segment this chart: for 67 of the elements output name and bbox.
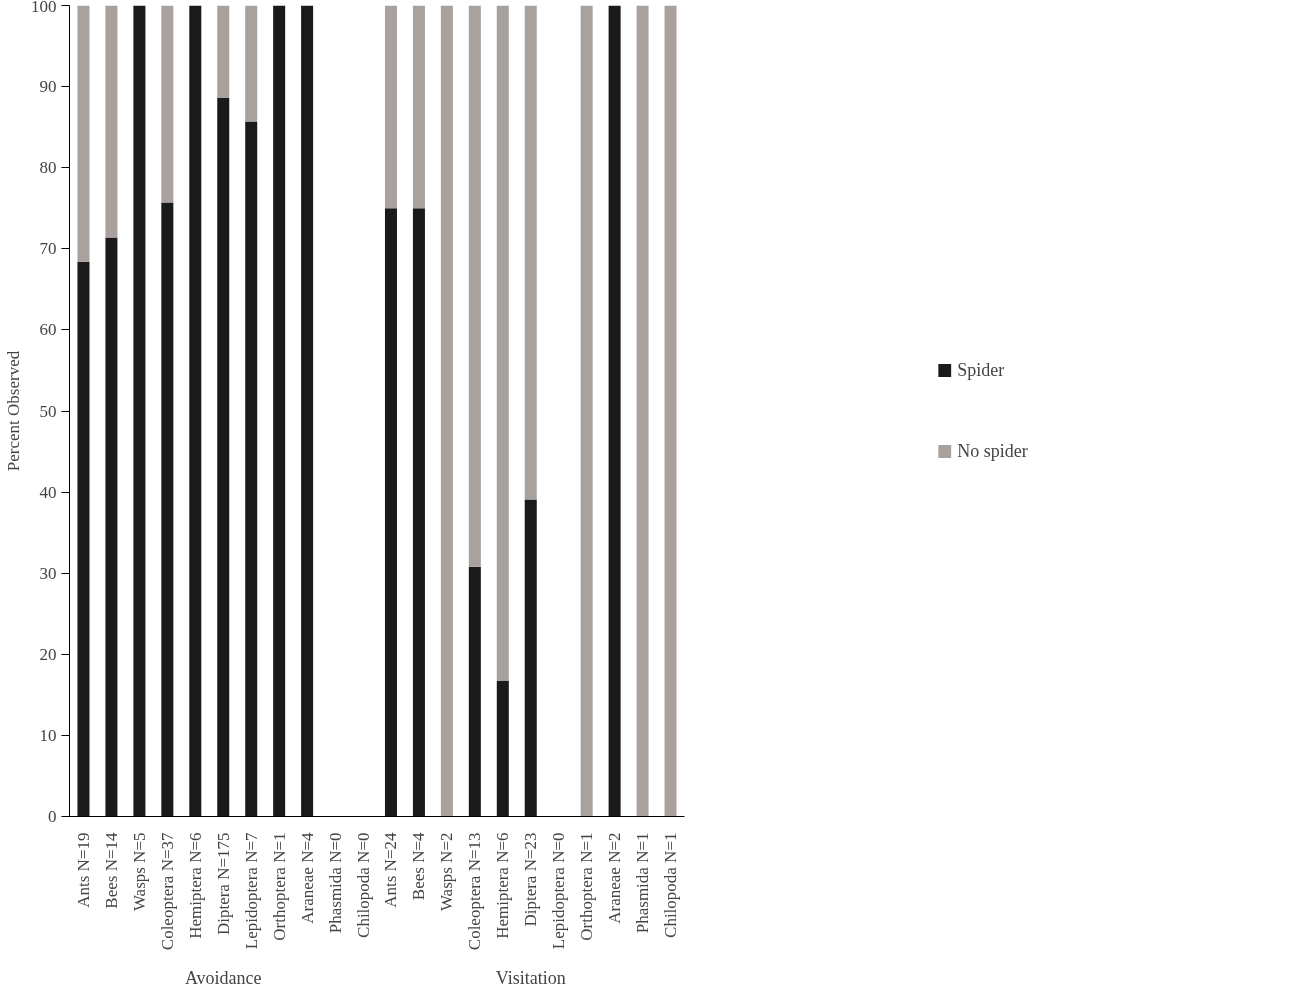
legend-label: No spider <box>957 440 1028 462</box>
y-tick-label: 10 <box>39 725 57 745</box>
y-tick-label: 0 <box>48 807 57 826</box>
bar <box>524 499 537 817</box>
x-tick-label: Chilopoda N=1 <box>661 832 681 938</box>
x-tick-label: Diptera N=175 <box>213 832 233 936</box>
bar <box>245 121 258 817</box>
bar <box>524 5 537 500</box>
y-tick-label: 80 <box>39 158 57 178</box>
y-tick-label: 90 <box>39 77 57 97</box>
bar <box>580 5 593 817</box>
bar <box>245 5 258 122</box>
x-tick-label: Coleoptera N=37 <box>157 832 177 951</box>
bar <box>217 97 230 817</box>
bar <box>133 5 146 817</box>
x-tick-label: Wasps N=2 <box>437 832 457 912</box>
x-tick-label: Bees N=4 <box>409 832 429 901</box>
y-axis-title: Percent Observed <box>4 350 23 472</box>
bar <box>105 237 118 817</box>
x-tick-label: Diptera N=23 <box>521 832 541 927</box>
bar <box>468 566 481 817</box>
x-tick-label: Phasmida N=0 <box>325 832 345 934</box>
x-tick-label: Bees N=14 <box>101 832 121 909</box>
y-tick-label: 20 <box>39 644 57 664</box>
text: Visitation <box>495 967 566 988</box>
bar <box>161 5 174 203</box>
bar <box>636 5 649 817</box>
x-tick-label: Ants N=19 <box>73 832 93 908</box>
y-tick-label: 60 <box>39 320 57 340</box>
bar <box>77 5 90 262</box>
x-tick-label: Orthoptera N=1 <box>269 832 289 941</box>
legend-label: Spider <box>957 359 1005 381</box>
x-tick-label: Lepidoptera N=7 <box>241 832 261 950</box>
bar <box>440 5 453 817</box>
y-tick-label: 40 <box>39 482 57 502</box>
y-tick-label: 50 <box>39 401 57 421</box>
bar <box>189 5 202 817</box>
bar <box>217 5 230 98</box>
x-tick-label: Hemiptera N=6 <box>493 832 513 939</box>
bar <box>664 5 677 817</box>
x-tick-label: Araneae N=4 <box>297 832 317 924</box>
bar <box>384 208 397 817</box>
bar <box>412 208 425 817</box>
bar <box>496 681 509 817</box>
x-tick-label: Phasmida N=1 <box>633 832 653 934</box>
x-tick-label: Lepidoptera N=0 <box>549 832 569 950</box>
y-tick-label: 70 <box>39 239 57 259</box>
bar <box>608 5 621 817</box>
bar <box>273 5 286 817</box>
text: Avoidance <box>184 967 262 988</box>
x-tick-label: Hemiptera N=6 <box>185 832 205 939</box>
bar <box>496 5 509 682</box>
bar <box>384 5 397 209</box>
bar <box>412 5 425 209</box>
bar <box>105 5 118 238</box>
bar <box>468 5 481 567</box>
x-tick-label: Orthoptera N=1 <box>577 832 597 941</box>
x-tick-label: Ants N=24 <box>381 832 401 908</box>
bar <box>161 202 174 817</box>
y-tick-label: 30 <box>39 563 57 583</box>
bar <box>301 5 314 817</box>
bar <box>77 261 90 817</box>
x-tick-label: Coleoptera N=13 <box>465 832 485 951</box>
x-tick-label: Chilopoda N=0 <box>353 832 373 938</box>
y-tick-label: 100 <box>31 0 57 16</box>
x-tick-label: Wasps N=5 <box>129 832 149 912</box>
x-tick-label: Araneae N=2 <box>605 832 625 924</box>
